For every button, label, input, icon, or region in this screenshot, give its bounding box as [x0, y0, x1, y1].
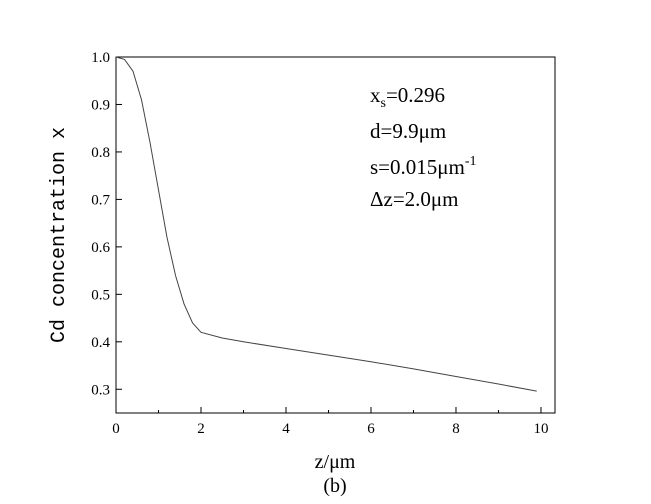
x-tick-label: 2 [197, 421, 205, 437]
y-tick-label: 1.0 [91, 50, 110, 66]
y-tick-label: 0.4 [91, 335, 110, 351]
x-tick-label: 4 [282, 421, 290, 437]
y-tick-label: 0.7 [91, 192, 110, 208]
x-tick-label: 8 [452, 421, 460, 437]
annotation-part: x [370, 83, 381, 107]
annotation-part: Δz=2.0μm [370, 187, 459, 211]
annotation: d=9.9μm [370, 119, 446, 143]
y-tick-label: 0.9 [91, 97, 110, 113]
annotation: xs=0.296 [370, 83, 445, 111]
x-tick-label: 6 [367, 421, 375, 437]
annotation-part: s=0.015μm [370, 155, 465, 179]
data-line [115, 56, 537, 392]
y-tick-label: 0.3 [91, 382, 110, 398]
x-axis-label: z/μm [315, 451, 356, 473]
y-tick-label: 0.6 [91, 240, 110, 256]
x-tick-label: 10 [533, 421, 548, 437]
annotation: Δz=2.0μm [370, 187, 459, 211]
annotation: s=0.015μm-1 [370, 154, 477, 179]
annotation-part: -1 [465, 154, 477, 169]
annotation-part: =0.296 [386, 83, 445, 107]
y-tick-label: 0.5 [91, 287, 110, 303]
plot-frame [115, 56, 556, 414]
y-tick-label: 0.8 [91, 145, 110, 161]
caption: (b) [323, 475, 346, 497]
x-tick-label: 0 [112, 421, 120, 437]
annotation-part: d=9.9μm [370, 119, 446, 143]
annotation-part: s [381, 96, 386, 111]
y-axis-label: Cd concentration x [48, 127, 71, 343]
